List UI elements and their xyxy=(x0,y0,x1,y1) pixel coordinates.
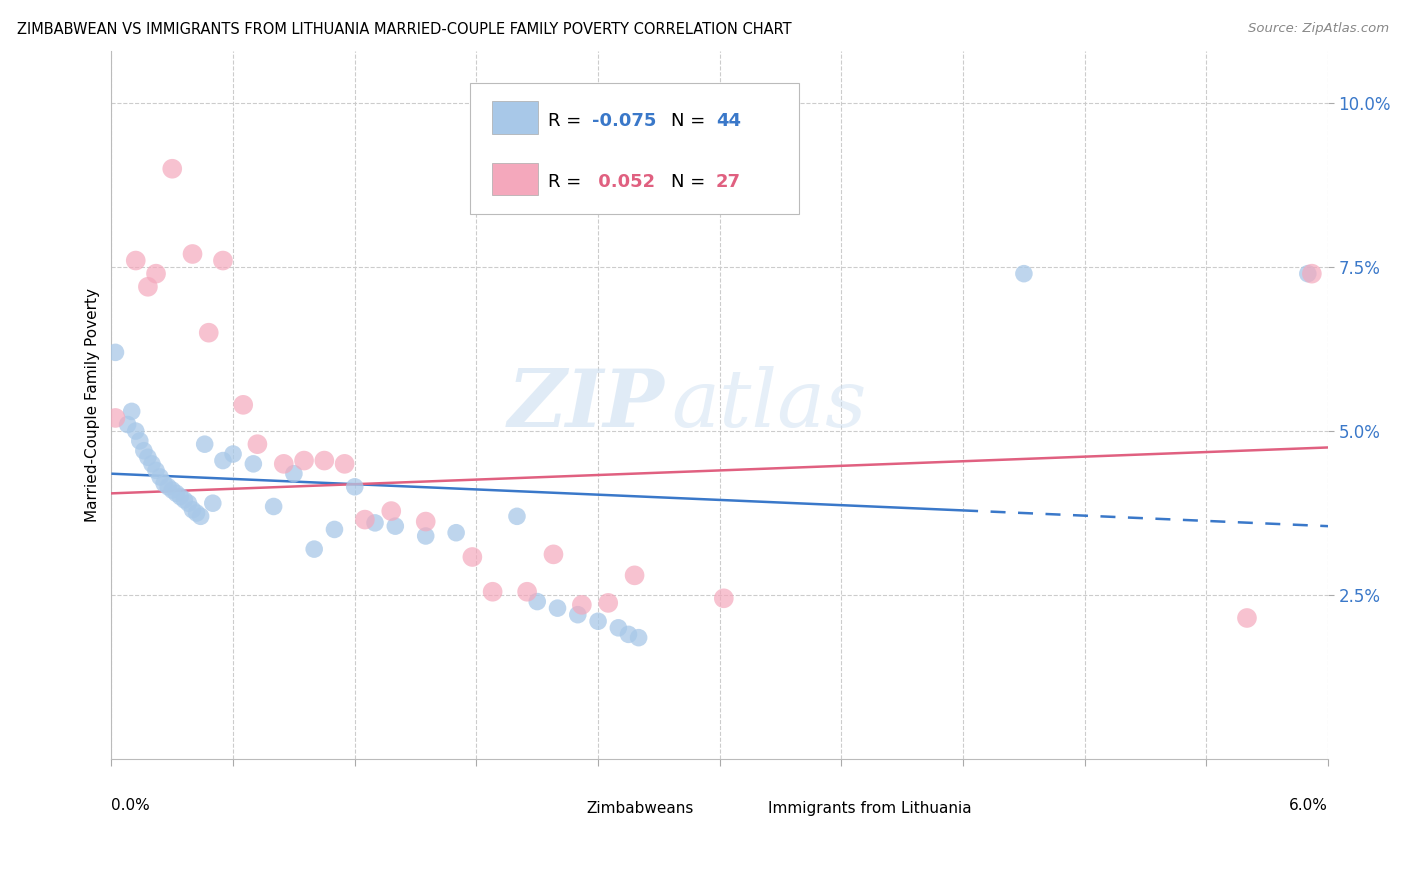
Point xyxy=(117,417,139,432)
Point xyxy=(263,500,285,514)
Point xyxy=(190,509,212,524)
Point xyxy=(1236,611,1258,625)
Point xyxy=(461,549,484,564)
Point xyxy=(246,437,269,451)
Point xyxy=(128,434,150,448)
Point xyxy=(607,621,630,635)
Point xyxy=(343,480,366,494)
Text: N =: N = xyxy=(671,112,711,130)
Text: 27: 27 xyxy=(716,173,741,192)
Point xyxy=(145,463,167,477)
Text: 0.052: 0.052 xyxy=(592,173,655,192)
Point xyxy=(380,504,402,518)
Text: -0.075: -0.075 xyxy=(592,112,657,130)
Point xyxy=(242,457,264,471)
FancyBboxPatch shape xyxy=(492,101,538,134)
Point xyxy=(104,411,127,425)
Point xyxy=(169,490,191,504)
Point xyxy=(104,345,127,359)
Text: atlas: atlas xyxy=(671,366,866,443)
Text: 0.0%: 0.0% xyxy=(111,798,150,813)
Text: Immigrants from Lithuania: Immigrants from Lithuania xyxy=(769,801,972,816)
Point xyxy=(543,547,565,561)
Point xyxy=(384,519,406,533)
Point xyxy=(201,496,224,510)
Y-axis label: Married-Couple Family Poverty: Married-Couple Family Poverty xyxy=(86,288,100,522)
FancyBboxPatch shape xyxy=(540,794,581,826)
Point xyxy=(181,502,204,516)
Point xyxy=(364,516,387,530)
Point xyxy=(136,280,159,294)
Point xyxy=(571,598,593,612)
Point xyxy=(141,457,163,471)
Point xyxy=(153,476,176,491)
Point xyxy=(173,492,195,507)
Text: ZIMBABWEAN VS IMMIGRANTS FROM LITHUANIA MARRIED-COUPLE FAMILY POVERTY CORRELATIO: ZIMBABWEAN VS IMMIGRANTS FROM LITHUANIA … xyxy=(17,22,792,37)
Text: 6.0%: 6.0% xyxy=(1289,798,1329,813)
Point xyxy=(586,614,609,628)
Point xyxy=(212,253,235,268)
Point xyxy=(181,247,204,261)
Text: N =: N = xyxy=(671,173,711,192)
Text: Source: ZipAtlas.com: Source: ZipAtlas.com xyxy=(1249,22,1389,36)
Point xyxy=(283,467,305,481)
Point xyxy=(177,496,200,510)
Point xyxy=(149,470,172,484)
Point xyxy=(162,161,184,176)
Point xyxy=(627,631,650,645)
Point xyxy=(415,515,437,529)
Point xyxy=(547,601,569,615)
Point xyxy=(623,568,645,582)
Point xyxy=(516,584,538,599)
Text: 44: 44 xyxy=(716,112,741,130)
Point xyxy=(232,398,254,412)
Point xyxy=(194,437,217,451)
Point xyxy=(125,424,148,438)
Text: R =: R = xyxy=(548,112,588,130)
Point xyxy=(617,627,640,641)
Point xyxy=(292,453,315,467)
Point xyxy=(302,542,325,557)
FancyBboxPatch shape xyxy=(471,83,799,213)
Point xyxy=(132,443,155,458)
Point xyxy=(444,525,467,540)
Point xyxy=(526,594,548,608)
Point xyxy=(165,486,187,500)
Point xyxy=(567,607,589,622)
Point xyxy=(222,447,245,461)
Point xyxy=(186,506,208,520)
Point xyxy=(323,523,346,537)
Point xyxy=(1301,267,1323,281)
Point xyxy=(197,326,219,340)
Point xyxy=(354,513,377,527)
Point xyxy=(273,457,295,471)
Point xyxy=(121,404,143,418)
Point xyxy=(157,480,180,494)
Point xyxy=(415,529,437,543)
Point xyxy=(713,591,735,606)
Text: Zimbabweans: Zimbabweans xyxy=(586,801,693,816)
Point xyxy=(1296,267,1319,281)
Point xyxy=(1012,267,1035,281)
FancyBboxPatch shape xyxy=(492,162,538,195)
Point xyxy=(506,509,529,524)
Point xyxy=(145,267,167,281)
Point xyxy=(314,453,336,467)
Point xyxy=(481,584,503,599)
Point xyxy=(125,253,148,268)
Point xyxy=(333,457,356,471)
Text: R =: R = xyxy=(548,173,588,192)
Point xyxy=(212,453,235,467)
Text: ZIP: ZIP xyxy=(508,366,665,443)
Point xyxy=(162,483,184,497)
FancyBboxPatch shape xyxy=(723,794,763,826)
Point xyxy=(136,450,159,465)
Point xyxy=(598,596,620,610)
